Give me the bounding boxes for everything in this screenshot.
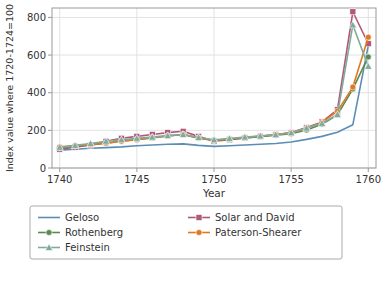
- plot-area: [52, 8, 376, 168]
- tick-mark: [48, 168, 52, 169]
- point: [87, 140, 95, 147]
- point: [180, 131, 186, 137]
- point: [365, 63, 373, 70]
- y-tick-label: 800: [27, 12, 46, 23]
- legend-marker: [196, 215, 202, 221]
- legend-marker: [196, 230, 202, 236]
- x-tick-label: 1755: [278, 174, 303, 185]
- point: [164, 132, 172, 139]
- point: [180, 131, 186, 137]
- point: [272, 131, 280, 138]
- legend-marker: [46, 230, 52, 236]
- point: [257, 132, 265, 139]
- series-line: [60, 37, 369, 147]
- point: [102, 138, 110, 145]
- point: [195, 134, 203, 141]
- legend-label: Paterson-Shearer: [215, 227, 302, 238]
- legend-marker: [45, 244, 53, 251]
- tick-mark: [48, 17, 52, 18]
- y-tick-label: 0: [40, 163, 46, 174]
- legend-label: Geloso: [65, 212, 99, 223]
- x-tick-label: 1750: [201, 174, 226, 185]
- y-tick-label: 200: [27, 125, 46, 136]
- point: [149, 133, 157, 140]
- legend-label: Rothenberg: [65, 227, 123, 238]
- point: [133, 135, 141, 142]
- point: [318, 120, 326, 127]
- point: [257, 133, 263, 139]
- series-line: [60, 46, 369, 150]
- grid-line: [291, 8, 292, 168]
- point: [288, 130, 294, 136]
- legend: Geloso Solar and David Rothenberg Paterson-…: [30, 206, 342, 259]
- y-tick-label: 600: [27, 50, 46, 61]
- point: [103, 138, 109, 144]
- point: [118, 136, 126, 143]
- series-line: [60, 12, 369, 149]
- point: [334, 111, 342, 118]
- y-axis-label: Index value where 1720-1724=100: [4, 4, 15, 172]
- plot-marks: [56, 9, 372, 152]
- legend-label: Solar and David: [215, 212, 295, 223]
- tick-mark: [214, 168, 215, 172]
- x-tick-label: 1760: [356, 174, 381, 185]
- tick-mark: [291, 168, 292, 172]
- grid-line: [136, 8, 137, 168]
- tick-mark: [368, 168, 369, 172]
- point: [226, 135, 234, 142]
- tick-mark: [48, 92, 52, 93]
- x-tick-label: 1740: [47, 174, 72, 185]
- point: [210, 136, 218, 143]
- point: [350, 9, 356, 15]
- point: [304, 125, 310, 131]
- point: [350, 84, 356, 90]
- point: [303, 124, 311, 131]
- legend-swatch: [38, 217, 60, 219]
- point: [287, 129, 295, 136]
- point: [241, 133, 249, 140]
- point: [179, 131, 187, 138]
- point: [288, 130, 294, 136]
- point: [57, 144, 63, 150]
- legend-frame: [30, 206, 342, 259]
- x-axis-label: Year: [202, 187, 226, 199]
- series-line: [60, 25, 369, 147]
- tick-mark: [48, 55, 52, 56]
- y-tick-label: 400: [27, 87, 46, 98]
- point: [273, 132, 279, 138]
- point: [304, 125, 310, 131]
- point: [349, 21, 357, 28]
- point: [365, 34, 371, 40]
- point: [56, 144, 64, 151]
- point: [71, 142, 79, 149]
- tick-mark: [136, 168, 137, 172]
- chart: 0 200 400 600 800 1740 1745 1750 1755 1760 Year Ind…: [0, 0, 386, 281]
- point: [273, 131, 279, 137]
- grid-line: [368, 8, 369, 168]
- tick-mark: [59, 168, 60, 172]
- legend-label: Feinstein: [65, 242, 110, 253]
- tick-mark: [48, 130, 52, 131]
- series-line: [60, 57, 369, 148]
- plot-frame: [52, 8, 376, 168]
- x-tick-label: 1745: [124, 174, 149, 185]
